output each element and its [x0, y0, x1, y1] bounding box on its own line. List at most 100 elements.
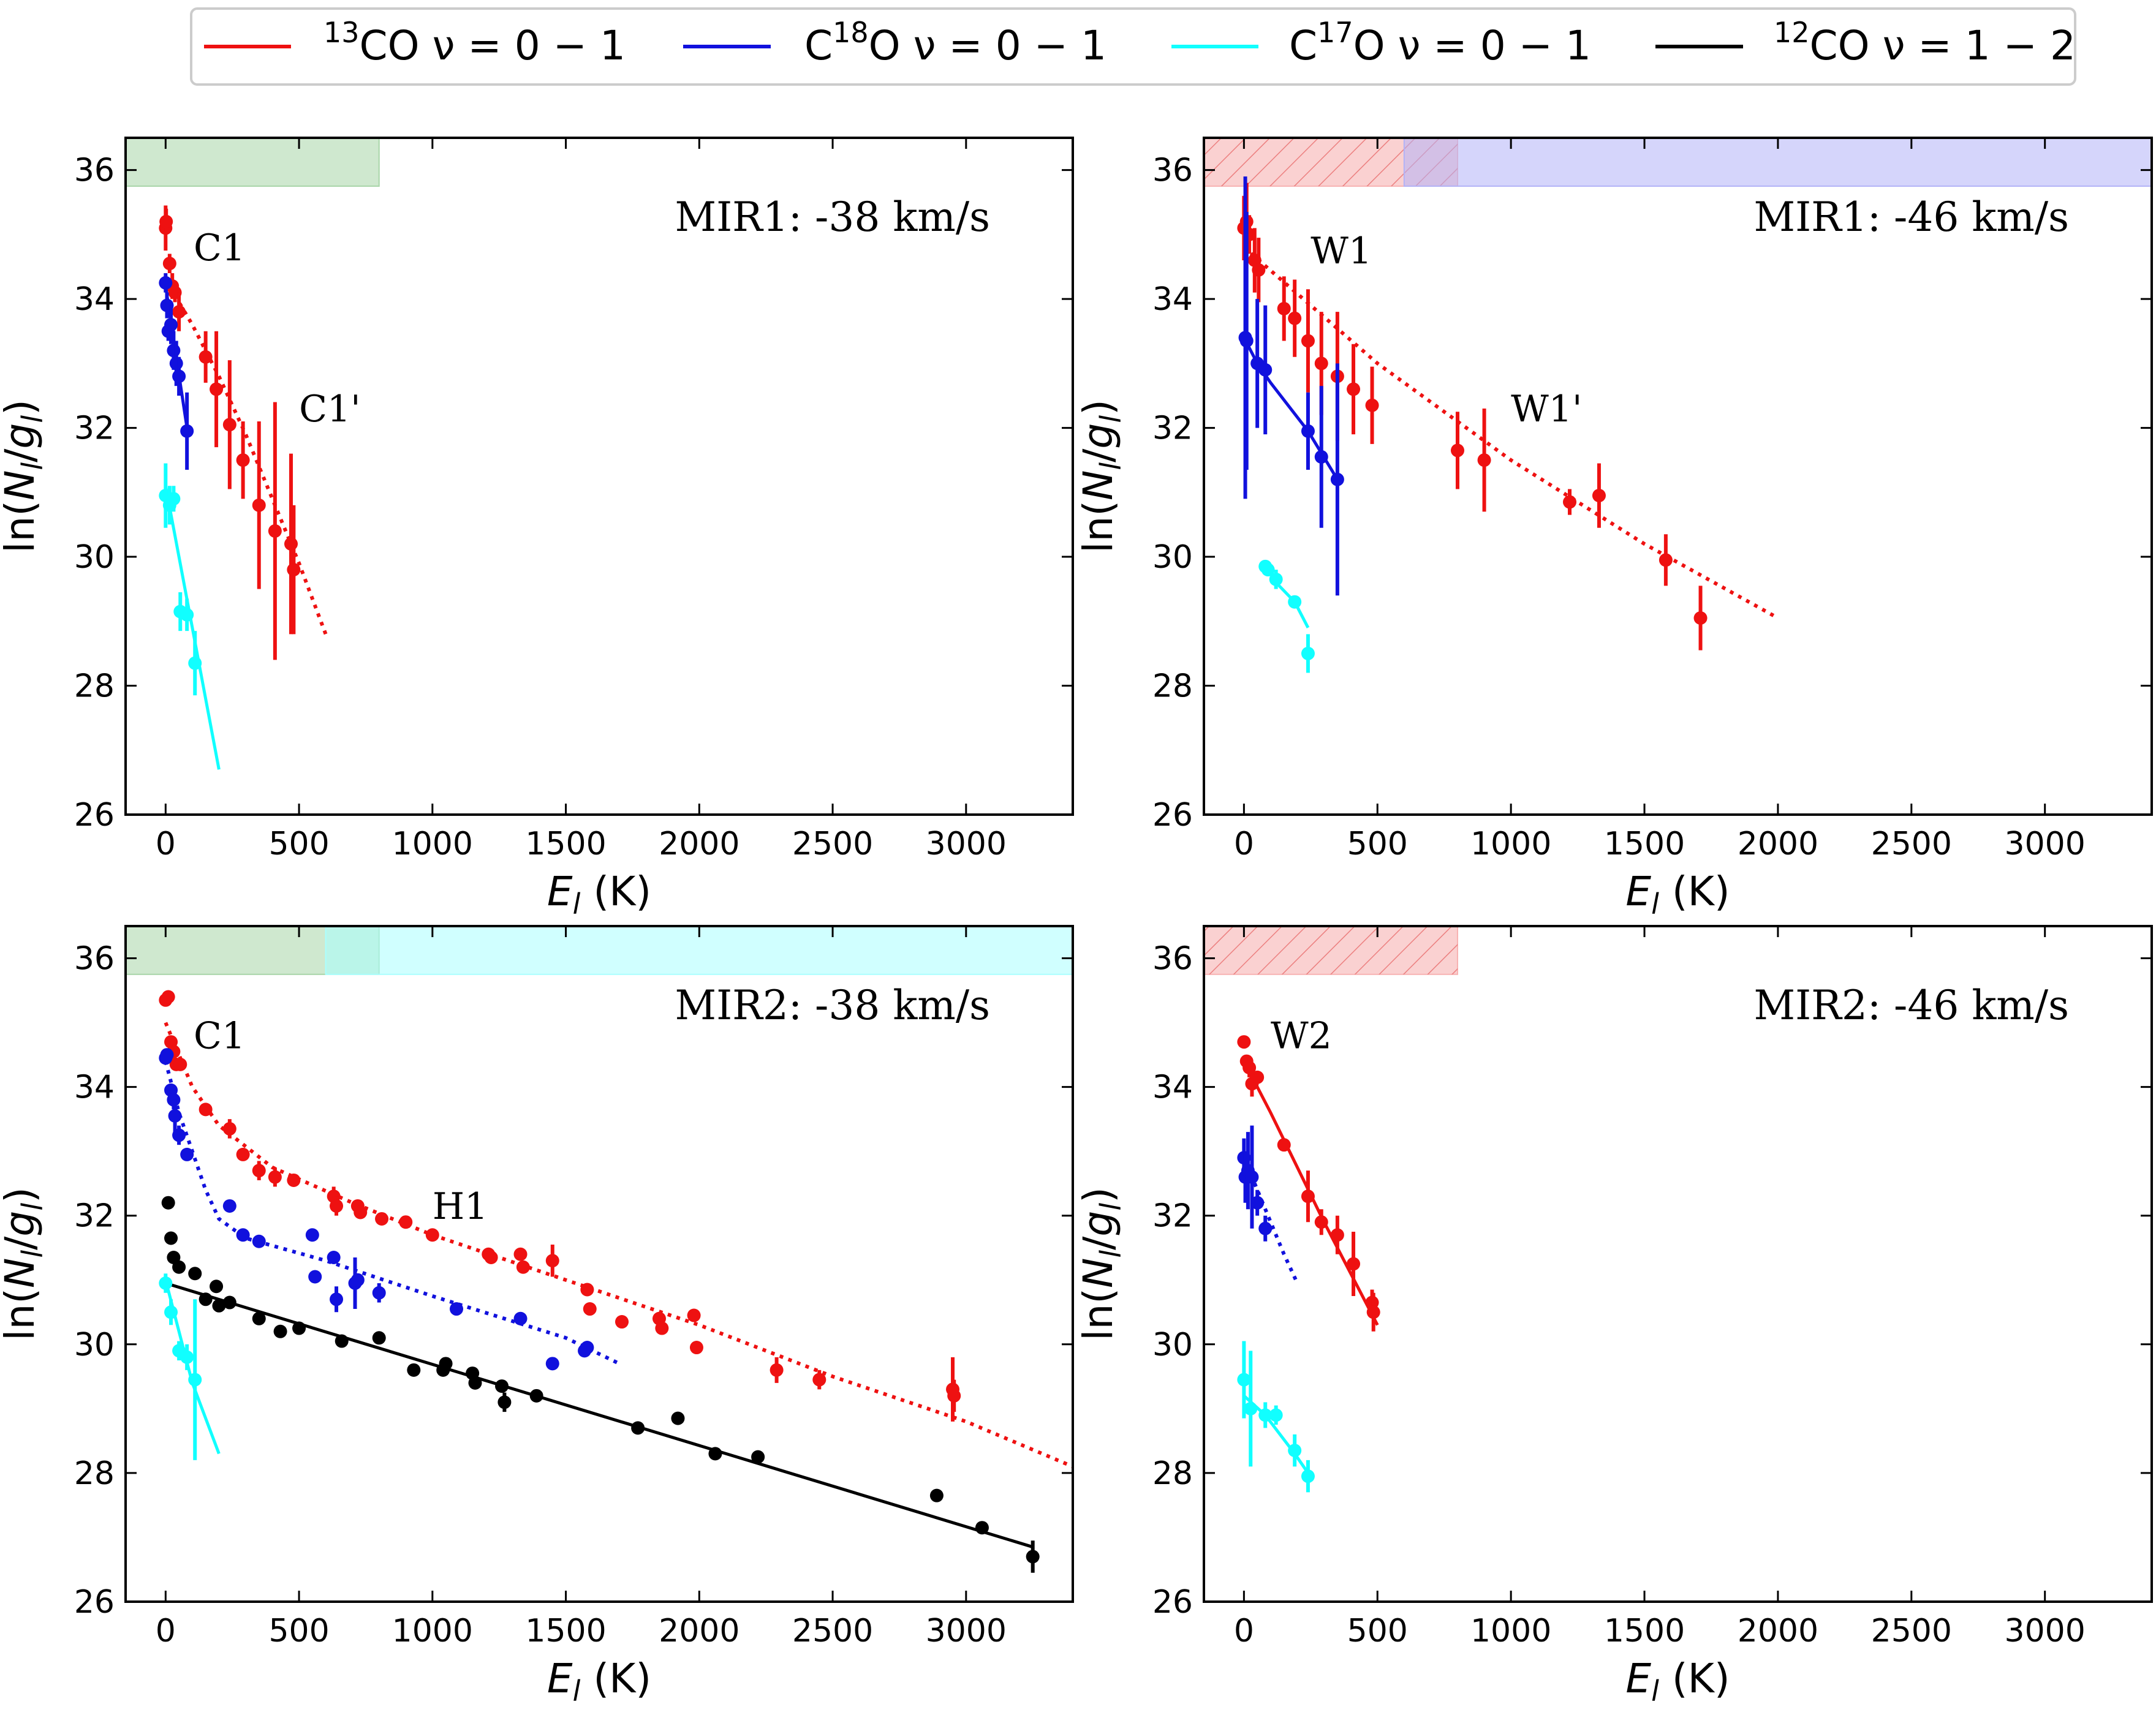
data-point [222, 1199, 236, 1213]
data-point [1258, 1408, 1273, 1422]
fit-line [1243, 337, 1339, 481]
legend-iso-sup-12co: 12 [1774, 16, 1810, 49]
annotation-label: C1 [194, 1015, 245, 1058]
svg-text:12CO ν = 1 − 2: 12CO ν = 1 − 2 [1774, 16, 2076, 69]
y-tick-label: 28 [1152, 668, 1193, 705]
data-point [188, 656, 202, 670]
data-point [172, 369, 186, 383]
data-point [159, 276, 173, 290]
svg-text:13CO ν = 0 − 1: 13CO ν = 0 − 1 [323, 16, 626, 69]
x-tick-label: 1500 [1604, 1613, 1685, 1649]
y-tick-label: 30 [1152, 1327, 1193, 1363]
data-point [1258, 1221, 1273, 1235]
data-point [273, 1324, 287, 1338]
data-point [1261, 563, 1275, 577]
data-point [497, 1395, 512, 1409]
svg-text:C17O ν = 0 − 1: C17O ν = 0 − 1 [1289, 16, 1591, 69]
legend-iso-c17o: O [1353, 22, 1385, 69]
data-point [327, 1250, 341, 1264]
x-tick-label: 3000 [2005, 1613, 2086, 1649]
data-point [236, 1147, 250, 1161]
data-point [210, 382, 224, 396]
data-point [199, 1102, 213, 1117]
legend-band-12co: ν = 1 − 2 [1883, 22, 2076, 69]
data-point [180, 1350, 194, 1364]
x-tick-label: 500 [268, 1613, 329, 1649]
data-point [947, 1389, 961, 1403]
data-point [252, 1311, 266, 1325]
data-point [308, 1270, 322, 1284]
x-tick-label: 0 [1234, 826, 1254, 862]
data-point [1314, 450, 1328, 464]
data-point [580, 1283, 594, 1297]
data-point [689, 1341, 703, 1355]
annotation-label: W1 [1311, 230, 1372, 273]
data-point [1330, 472, 1344, 486]
legend-frame [190, 7, 2076, 86]
annotation-label: W1' [1511, 388, 1582, 431]
data-point [1269, 572, 1283, 586]
x-tick-label: 1500 [525, 826, 606, 862]
data-point [172, 1260, 186, 1274]
fit-line [164, 1060, 621, 1366]
data-point [1301, 1469, 1315, 1483]
data-point [173, 1057, 187, 1071]
data-point [1330, 1228, 1344, 1242]
data-point [1277, 1138, 1291, 1152]
x-tick-label: 1000 [1470, 826, 1551, 862]
y-tick-label: 28 [74, 668, 115, 705]
data-layer [1237, 1035, 1380, 1493]
data-point [425, 1228, 439, 1242]
y-axis-label: ln(Nl/gl) [1075, 1187, 1127, 1341]
legend-band-c18o: ν = 0 − 1 [913, 22, 1106, 69]
panel-title: MIR2: -38 km/s [675, 982, 991, 1029]
panel-mir2-46: 0 500 1000 1500 2000 2500 3000 26 28 30 32 34 36 El (… [1075, 925, 2153, 1708]
data-point [631, 1421, 645, 1435]
x-tick-label: 0 [156, 1613, 176, 1649]
legend-iso-12co: CO [1810, 22, 1870, 69]
data-point [1301, 1189, 1315, 1204]
data-point [1301, 334, 1315, 348]
data-point [350, 1273, 365, 1287]
data-point [1563, 495, 1577, 509]
data-point [159, 1276, 173, 1291]
data-point [1347, 1257, 1361, 1271]
x-tick-label: 500 [1347, 1613, 1408, 1649]
data-point [354, 1205, 368, 1219]
data-point [1250, 1196, 1265, 1210]
data-point [708, 1447, 722, 1461]
data-point [164, 318, 178, 332]
data-point [1239, 334, 1254, 348]
x-axis-label: El (K) [547, 868, 651, 921]
data-point [159, 214, 173, 228]
x-tick-label: 1000 [1470, 1613, 1551, 1649]
data-point [1693, 611, 1708, 625]
x-tick-label: 2000 [1738, 1613, 1818, 1649]
legend-iso-sup-13co: 13 [323, 16, 360, 49]
data-point [1347, 382, 1361, 396]
shaded-band [125, 137, 380, 187]
x-tick-label: 500 [268, 826, 329, 862]
data-point [484, 1250, 498, 1264]
legend-iso-sup-c18o: 18 [833, 16, 869, 49]
x-tick-label: 3000 [2005, 826, 2086, 862]
legend-iso-lead-c17o: C [1289, 22, 1317, 69]
fit-line [164, 485, 221, 770]
y-tick-label: 28 [74, 1455, 115, 1492]
y-tick-label: 26 [74, 1584, 115, 1621]
data-point [1288, 1444, 1302, 1458]
y-tick-label: 36 [1152, 153, 1193, 189]
y-tick-label: 30 [1152, 539, 1193, 576]
legend-item-13co: 13CO ν = 0 − 1 [204, 16, 626, 69]
y-tick-label: 26 [74, 797, 115, 834]
data-point [929, 1488, 944, 1502]
data-point [1258, 363, 1273, 377]
data-point [161, 1196, 175, 1210]
x-axis-label: El (K) [1625, 868, 1730, 921]
data-point [188, 1373, 202, 1387]
y-tick-label: 30 [74, 1327, 115, 1363]
data-point [1277, 301, 1291, 315]
data-point [372, 1331, 386, 1345]
plot-area [1204, 138, 2152, 815]
y-tick-label: 36 [74, 941, 115, 978]
